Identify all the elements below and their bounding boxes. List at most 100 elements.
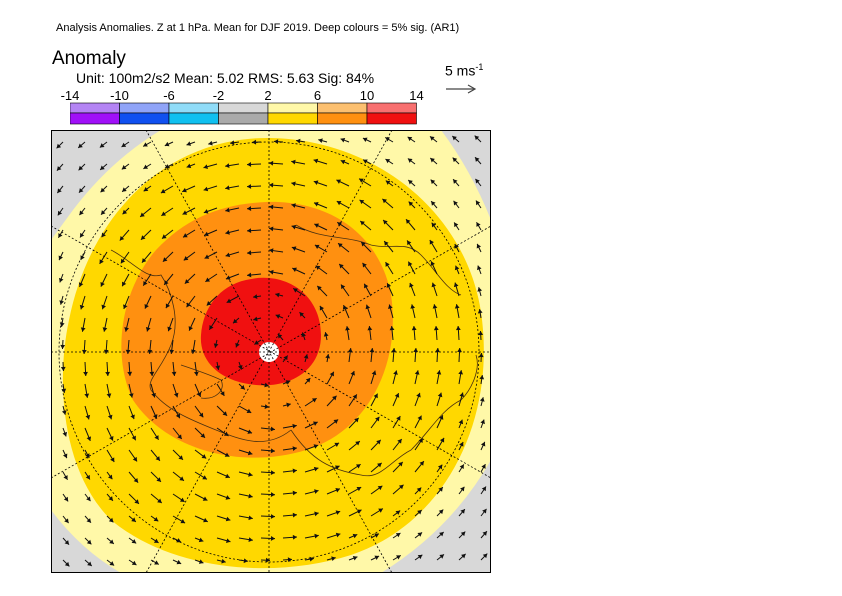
wind-vector-head bbox=[305, 378, 311, 383]
wind-vector-head bbox=[374, 533, 379, 538]
wind-vector-head bbox=[246, 408, 252, 413]
wind-vector-head bbox=[431, 282, 437, 288]
wind-vector-head bbox=[175, 413, 180, 419]
wind-vector-head bbox=[225, 230, 230, 235]
wind-vector-head bbox=[122, 281, 127, 287]
wind-vector-head bbox=[59, 322, 65, 327]
wind-vector-head bbox=[333, 419, 339, 424]
wind-vector-head bbox=[226, 298, 232, 303]
wind-vector-head bbox=[165, 303, 171, 309]
wind-vector-head bbox=[430, 179, 436, 185]
wind-vector-head bbox=[57, 210, 63, 216]
wind-vector-head bbox=[223, 431, 229, 436]
wind-vector-head bbox=[397, 439, 402, 444]
wind-vector-head bbox=[452, 135, 457, 141]
wind-vector-head bbox=[132, 456, 138, 462]
wind-vector-head bbox=[109, 561, 115, 566]
colorbar-light-cell bbox=[317, 102, 368, 114]
wind-vector-head bbox=[58, 277, 64, 283]
wind-vector-head bbox=[179, 497, 185, 502]
wind-vector-head bbox=[86, 518, 91, 523]
colorbar-tick-label: -14 bbox=[60, 88, 80, 103]
wind-vector-head bbox=[220, 391, 225, 396]
wind-vector-head bbox=[454, 222, 459, 228]
wind-vector-head bbox=[325, 354, 331, 359]
wind-vector-head bbox=[277, 333, 283, 339]
wind-vector-head bbox=[80, 327, 86, 332]
wind-vector-head bbox=[225, 516, 231, 522]
colorbar-tick-label: 2 bbox=[264, 88, 272, 103]
wind-vector-head bbox=[314, 202, 319, 207]
wind-vector-head bbox=[313, 158, 319, 164]
wind-vector-head bbox=[433, 326, 439, 331]
wind-vector-head bbox=[125, 349, 131, 354]
wind-vector-head bbox=[355, 464, 361, 469]
wind-vector-head bbox=[56, 166, 62, 171]
wind-vector-head bbox=[301, 332, 307, 337]
wind-vector-head bbox=[409, 282, 414, 288]
wind-vector-head bbox=[459, 442, 464, 447]
wind-vector-head bbox=[430, 261, 435, 266]
wind-vector-head bbox=[453, 179, 458, 184]
wind-vector-head bbox=[183, 256, 189, 261]
wind-vector-head bbox=[143, 186, 149, 192]
wind-vector-head bbox=[375, 416, 380, 422]
wind-vector-head bbox=[247, 250, 252, 256]
wind-vector-head bbox=[56, 143, 62, 149]
wind-vector-head bbox=[160, 188, 166, 194]
wind-vector-head bbox=[247, 228, 252, 234]
wind-vector-head bbox=[109, 436, 114, 441]
colorbar-deep-cell bbox=[119, 112, 170, 125]
wind-vector-head bbox=[188, 326, 194, 331]
wind-vector-head bbox=[453, 200, 458, 206]
wind-vector-head bbox=[417, 554, 423, 560]
wind-vector-head bbox=[60, 366, 66, 371]
wind-vector-head bbox=[408, 201, 414, 207]
colorbar-light-cell bbox=[218, 102, 269, 114]
wind-vector-head bbox=[437, 464, 443, 470]
wind-vector-head bbox=[164, 280, 169, 285]
wind-vector-head bbox=[314, 223, 319, 228]
wind-vector-head bbox=[143, 164, 149, 169]
wind-vector-head bbox=[161, 211, 167, 216]
colorbar-tick-label: 10 bbox=[359, 88, 375, 103]
wind-vector-head bbox=[63, 475, 68, 480]
wind-vector-head bbox=[407, 136, 413, 142]
wind-vector-head bbox=[247, 429, 253, 434]
wind-vector-head bbox=[350, 371, 355, 376]
wind-vectors bbox=[56, 135, 488, 567]
wind-vector-head bbox=[394, 393, 400, 398]
colorbar-light-cell bbox=[168, 102, 219, 114]
wind-vector-head bbox=[141, 258, 147, 263]
wind-vector-head bbox=[296, 138, 301, 144]
wind-vector-head bbox=[235, 342, 240, 348]
wind-vector-head bbox=[186, 141, 192, 146]
wind-vector-head bbox=[83, 371, 88, 376]
wind-vector-head bbox=[270, 536, 275, 541]
wind-vector-head bbox=[429, 136, 435, 141]
wind-vector-head bbox=[335, 510, 341, 515]
colorbar-deep-cell bbox=[366, 112, 417, 125]
wind-vector-head bbox=[356, 509, 362, 514]
wind-vector-head bbox=[385, 159, 391, 164]
wind-vector-head bbox=[198, 559, 204, 564]
wind-vector-head bbox=[205, 277, 211, 282]
wind-vector-head bbox=[247, 206, 252, 211]
wind-vector-head bbox=[122, 209, 128, 215]
wind-vector-head bbox=[313, 421, 318, 426]
wind-vector-head bbox=[145, 326, 151, 332]
wind-vector-head bbox=[291, 246, 297, 251]
wind-vector-head bbox=[105, 371, 111, 376]
wind-vector-head bbox=[309, 556, 314, 562]
wind-vector-head bbox=[131, 435, 136, 441]
wind-vector-head bbox=[157, 498, 162, 503]
wind-vector-head bbox=[270, 470, 275, 476]
wind-vector-head bbox=[64, 561, 70, 567]
wind-vector-head bbox=[476, 243, 482, 249]
wind-vector-head bbox=[417, 532, 423, 537]
wind-vector-head bbox=[461, 553, 466, 559]
wind-vector-head bbox=[131, 517, 136, 522]
coastlines bbox=[110, 224, 478, 477]
wind-vector-head bbox=[361, 242, 366, 247]
graticule bbox=[51, 130, 491, 573]
